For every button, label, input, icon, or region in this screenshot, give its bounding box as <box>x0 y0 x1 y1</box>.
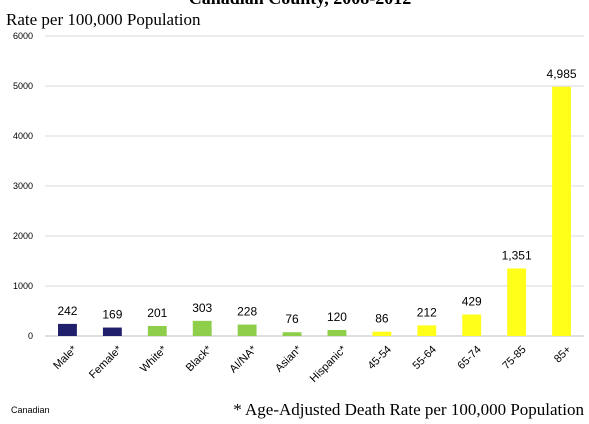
bar <box>327 330 347 336</box>
y-axis-ticks: 0 1000 2000 3000 4000 5000 6000 <box>13 31 33 341</box>
y-axis-label: Rate per 100,000 Population <box>6 10 201 29</box>
x-tick-label: Female* <box>87 343 125 381</box>
bar <box>58 323 77 336</box>
x-tick-label: AI/NA* <box>227 343 259 375</box>
bars <box>58 86 571 336</box>
bar <box>237 324 257 336</box>
bar <box>147 325 167 336</box>
data-label: 201 <box>147 306 167 320</box>
y-tick-label: 1000 <box>13 281 33 291</box>
bar <box>192 320 212 336</box>
data-label: 429 <box>462 295 482 309</box>
source-label: Canadian <box>11 405 50 415</box>
data-label: 1,351 <box>502 248 532 262</box>
gridlines <box>45 35 584 287</box>
y-tick-label: 4000 <box>13 131 33 141</box>
data-label: 76 <box>285 312 299 326</box>
data-label: 86 <box>375 312 389 326</box>
bar <box>417 325 437 336</box>
bar <box>507 268 527 336</box>
data-label: 303 <box>192 301 212 315</box>
data-label: 120 <box>327 310 347 324</box>
data-label: 169 <box>102 308 122 322</box>
bar <box>102 327 122 336</box>
bar <box>372 331 392 336</box>
x-tick-label: 75-85 <box>500 344 528 372</box>
x-tick-label: White* <box>138 343 170 375</box>
bar <box>552 86 571 336</box>
data-label: 212 <box>417 305 437 319</box>
x-axis-tick-labels: Male* Female* White* Black* AI/NA* Asian* Hisp… <box>51 343 573 385</box>
data-label: 4,985 <box>547 67 577 81</box>
x-tick-label: Hispanic* <box>308 343 350 385</box>
y-tick-label: 6000 <box>13 31 33 41</box>
y-tick-label: 5000 <box>13 81 33 91</box>
x-tick-label: 65-74 <box>455 344 483 372</box>
x-tick-label: Black* <box>184 343 215 374</box>
bar <box>462 314 482 336</box>
data-label: 242 <box>57 304 77 318</box>
chart-title: Canadian County, 2008-2012 <box>189 0 412 8</box>
x-tick-label: Male* <box>51 343 80 372</box>
y-tick-label: 2000 <box>13 231 33 241</box>
x-tick-label: 45-54 <box>366 344 394 372</box>
y-tick-label: 0 <box>28 331 33 341</box>
x-tick-label: 55-64 <box>411 344 439 372</box>
data-label: 228 <box>237 305 257 319</box>
bar <box>282 332 302 336</box>
footnote: * Age-Adjusted Death Rate per 100,000 Po… <box>233 400 584 419</box>
data-labels: 242 169 201 303 228 76 120 86 212 429 1,351 4,985 <box>57 67 576 326</box>
x-tick-label: 85+ <box>552 344 574 366</box>
x-tick-label: Asian* <box>273 343 304 374</box>
y-tick-label: 3000 <box>13 181 33 191</box>
